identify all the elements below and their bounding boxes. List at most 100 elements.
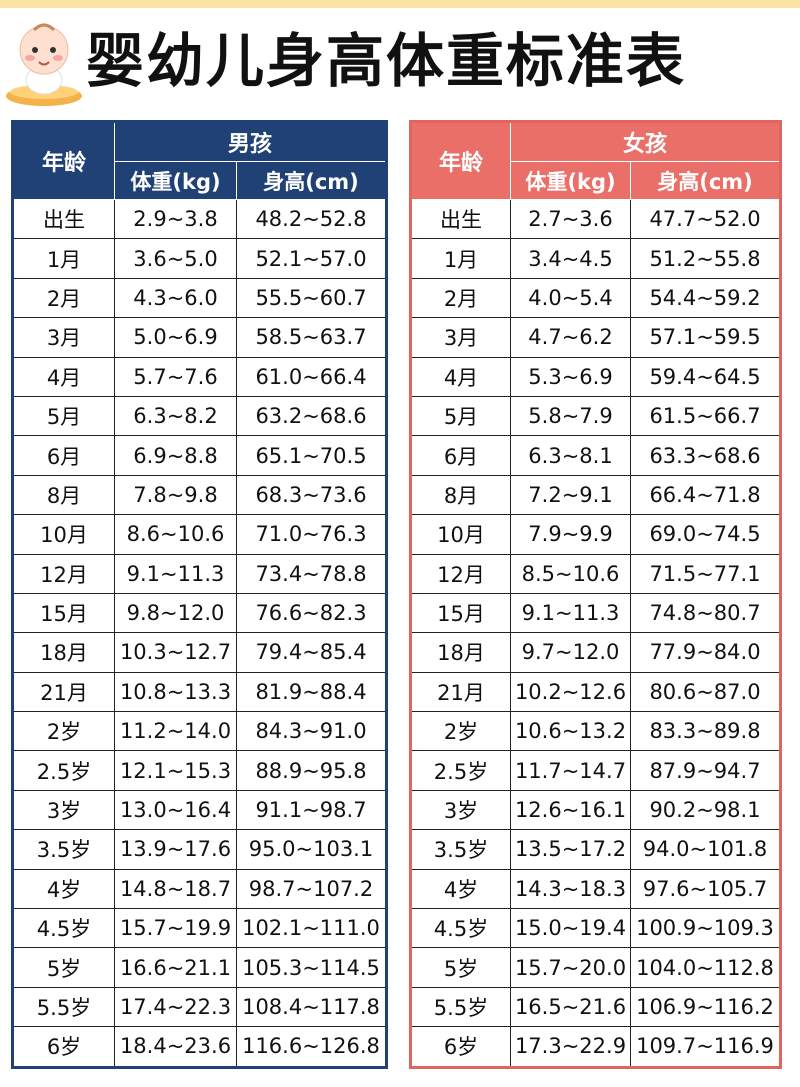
boys-height-cell: 105.3~114.5 — [236, 947, 387, 988]
girls-age-cell: 18月 — [410, 632, 511, 673]
girls-weight-cell: 15.7~20.0 — [510, 947, 631, 988]
girls-age-header: 年龄 — [410, 121, 511, 200]
girls-weight-cell: 9.7~12.0 — [510, 632, 631, 673]
boys-weight-cell: 18.4~23.6 — [114, 1026, 237, 1068]
baby-icon — [6, 23, 82, 106]
boys-weight-cell: 4.3~6.0 — [114, 277, 237, 319]
page-header: 婴幼儿身高体重标准表 — [0, 8, 800, 112]
boys-table: 年龄 男孩 体重(kg) 身高(cm) 出生 2.9~3.8 48.2~52.8 1月… — [11, 120, 388, 1069]
boys-weight-cell: 13.0~16.4 — [114, 789, 237, 831]
boys-height-cell: 81.9~88.4 — [236, 671, 387, 713]
girls-table: 年龄 女孩 体重(kg) 身高(cm) 出生 2.7~3.6 47.7~52.0 1月… — [409, 120, 782, 1069]
boys-age-cell: 5.5岁 — [12, 986, 115, 1028]
boys-age-cell: 2.5岁 — [12, 750, 115, 791]
girls-weight-cell: 2.7~3.6 — [510, 198, 631, 240]
boys-age-cell: 3月 — [12, 317, 115, 358]
girls-age-cell: 5月 — [410, 395, 511, 437]
girls-height-cell: 80.6~87.0 — [630, 671, 781, 713]
boys-age-cell: 15月 — [12, 592, 115, 634]
girls-height-cell: 51.2~55.8 — [630, 238, 781, 279]
boys-table-row: 出生 2.9~3.8 48.2~52.8 — [12, 198, 387, 240]
boys-table-row: 15月 9.8~12.0 76.6~82.3 — [12, 592, 387, 634]
boys-age-cell: 8月 — [12, 474, 115, 516]
boys-height-cell: 52.1~57.0 — [236, 238, 387, 279]
girls-height-cell: 100.9~109.3 — [630, 908, 781, 949]
girls-weight-cell: 5.8~7.9 — [510, 395, 631, 437]
boys-height-cell: 65.1~70.5 — [236, 435, 387, 476]
girls-weight-cell: 13.5~17.2 — [510, 829, 631, 870]
girls-table-row: 6月 6.3~8.1 63.3~68.6 — [410, 435, 781, 476]
boys-age-cell: 21月 — [12, 671, 115, 713]
top-accent-bar — [0, 0, 800, 8]
boys-height-cell: 76.6~82.3 — [236, 592, 387, 634]
girls-height-header: 身高(cm) — [630, 161, 781, 200]
girls-table-row: 3月 4.7~6.2 57.1~59.5 — [410, 317, 781, 358]
girls-age-cell: 8月 — [410, 474, 511, 516]
boys-weight-cell: 11.2~14.0 — [114, 711, 237, 752]
girls-table-row: 3.5岁 13.5~17.2 94.0~101.8 — [410, 829, 781, 870]
girls-weight-cell: 4.0~5.4 — [510, 277, 631, 319]
boys-height-cell: 68.3~73.6 — [236, 474, 387, 516]
boys-height-cell: 98.7~107.2 — [236, 868, 387, 910]
boys-table-row: 3月 5.0~6.9 58.5~63.7 — [12, 317, 387, 358]
girls-weight-cell: 10.2~12.6 — [510, 671, 631, 713]
girls-weight-cell: 17.3~22.9 — [510, 1026, 631, 1068]
boys-weight-cell: 3.6~5.0 — [114, 238, 237, 279]
girls-age-cell: 21月 — [410, 671, 511, 713]
boys-age-cell: 6岁 — [12, 1026, 115, 1068]
boys-weight-cell: 15.7~19.9 — [114, 908, 237, 949]
girls-weight-cell: 6.3~8.1 — [510, 435, 631, 476]
boys-age-cell: 1月 — [12, 238, 115, 279]
boys-height-cell: 61.0~66.4 — [236, 356, 387, 397]
girls-age-cell: 3岁 — [410, 789, 511, 831]
girls-height-cell: 57.1~59.5 — [630, 317, 781, 358]
girls-height-cell: 71.5~77.1 — [630, 553, 781, 594]
girls-age-cell: 12月 — [410, 553, 511, 594]
girls-weight-cell: 7.2~9.1 — [510, 474, 631, 516]
girls-age-cell: 1月 — [410, 238, 511, 279]
boys-table-row: 12月 9.1~11.3 73.4~78.8 — [12, 553, 387, 594]
girls-table-row: 4月 5.3~6.9 59.4~64.5 — [410, 356, 781, 397]
boys-age-cell: 6月 — [12, 435, 115, 476]
boys-table-row: 3岁 13.0~16.4 91.1~98.7 — [12, 789, 387, 831]
girls-weight-cell: 11.7~14.7 — [510, 750, 631, 791]
boys-table-row: 2.5岁 12.1~15.3 88.9~95.8 — [12, 750, 387, 791]
boys-height-cell: 116.6~126.8 — [236, 1026, 387, 1068]
girls-group-header: 女孩 — [510, 121, 781, 162]
girls-table-row: 10月 7.9~9.9 69.0~74.5 — [410, 514, 781, 555]
boys-age-cell: 4岁 — [12, 868, 115, 910]
boys-height-cell: 102.1~111.0 — [236, 908, 387, 949]
boys-height-cell: 73.4~78.8 — [236, 553, 387, 594]
boys-table-row: 21月 10.8~13.3 81.9~88.4 — [12, 671, 387, 713]
boys-weight-cell: 14.8~18.7 — [114, 868, 237, 910]
boys-age-cell: 出生 — [12, 198, 115, 240]
boys-weight-cell: 7.8~9.8 — [114, 474, 237, 516]
girls-weight-cell: 14.3~18.3 — [510, 868, 631, 910]
boys-height-cell: 48.2~52.8 — [236, 198, 387, 240]
boys-table-row: 3.5岁 13.9~17.6 95.0~103.1 — [12, 829, 387, 870]
boys-weight-cell: 10.3~12.7 — [114, 632, 237, 673]
girls-age-cell: 6岁 — [410, 1026, 511, 1068]
girls-height-cell: 104.0~112.8 — [630, 947, 781, 988]
boys-age-cell: 2岁 — [12, 711, 115, 752]
girls-weight-cell: 5.3~6.9 — [510, 356, 631, 397]
boys-table-row: 5岁 16.6~21.1 105.3~114.5 — [12, 947, 387, 988]
girls-weight-cell: 3.4~4.5 — [510, 238, 631, 279]
girls-table-row: 15月 9.1~11.3 74.8~80.7 — [410, 592, 781, 634]
girls-weight-cell: 7.9~9.9 — [510, 514, 631, 555]
girls-age-cell: 2岁 — [410, 711, 511, 752]
girls-table-row: 4.5岁 15.0~19.4 100.9~109.3 — [410, 908, 781, 949]
boys-age-cell: 4月 — [12, 356, 115, 397]
boys-age-cell: 2月 — [12, 277, 115, 319]
girls-age-cell: 出生 — [410, 198, 511, 240]
girls-table-row: 8月 7.2~9.1 66.4~71.8 — [410, 474, 781, 516]
girls-table-row: 出生 2.7~3.6 47.7~52.0 — [410, 198, 781, 240]
boys-weight-cell: 17.4~22.3 — [114, 986, 237, 1028]
girls-age-cell: 3月 — [410, 317, 511, 358]
girls-height-cell: 59.4~64.5 — [630, 356, 781, 397]
boys-table-row: 8月 7.8~9.8 68.3~73.6 — [12, 474, 387, 516]
boys-height-cell: 79.4~85.4 — [236, 632, 387, 673]
boys-age-cell: 5岁 — [12, 947, 115, 988]
boys-weight-cell: 5.0~6.9 — [114, 317, 237, 358]
girls-age-cell: 5岁 — [410, 947, 511, 988]
